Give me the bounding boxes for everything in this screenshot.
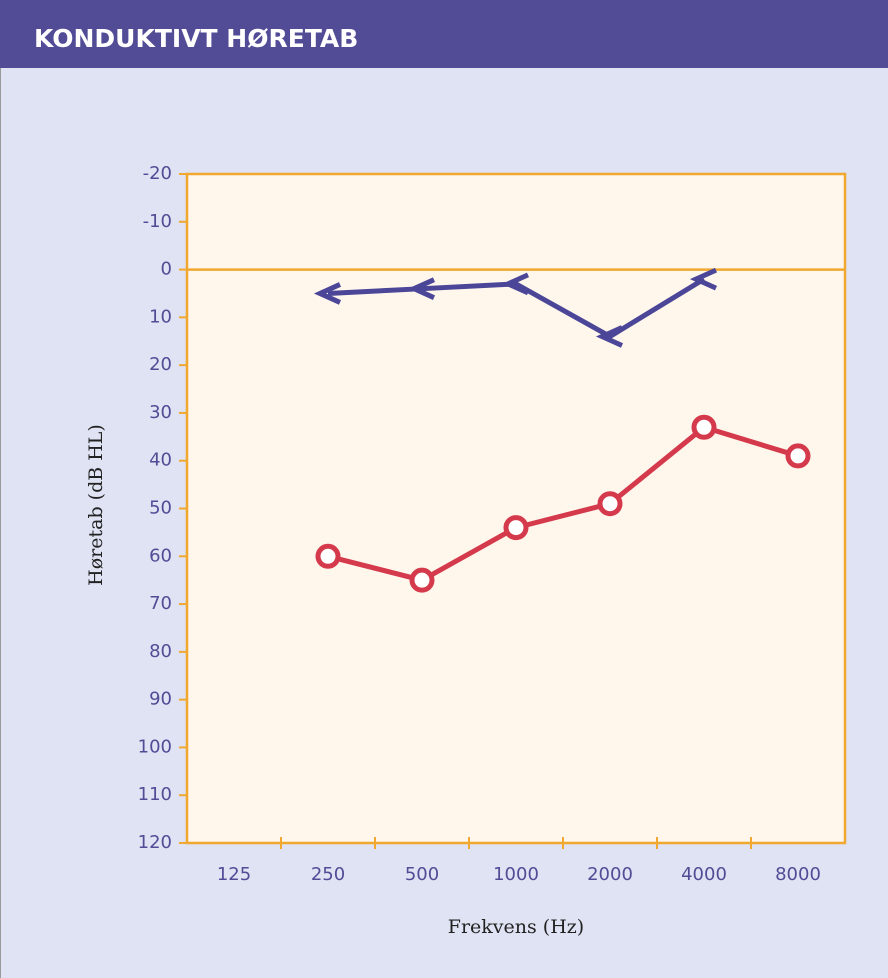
x-tick-label: 500 bbox=[405, 864, 439, 885]
y-tick-label: -10 bbox=[143, 211, 172, 232]
y-tick-label: 90 bbox=[149, 689, 172, 710]
plot-area bbox=[185, 172, 847, 845]
y-tick-label: 30 bbox=[149, 402, 172, 423]
page-border bbox=[0, 68, 1, 978]
x-tick-label: 250 bbox=[311, 864, 345, 885]
point bbox=[409, 567, 435, 593]
point bbox=[691, 414, 717, 440]
x-tick-label: 125 bbox=[217, 864, 251, 885]
y-tick-label: 60 bbox=[149, 545, 172, 566]
x-tick-label: 2000 bbox=[587, 864, 633, 885]
y-tick-label: 20 bbox=[149, 354, 172, 375]
header-bar bbox=[0, 0, 888, 68]
x-tick-label: 1000 bbox=[493, 864, 539, 885]
series-line bbox=[327, 276, 706, 339]
point bbox=[501, 272, 530, 296]
y-tick-label: 80 bbox=[149, 641, 172, 662]
point bbox=[785, 443, 811, 469]
series-line bbox=[327, 424, 799, 583]
point bbox=[597, 491, 623, 517]
x-tick-label: 8000 bbox=[775, 864, 821, 885]
chart-title: KONDUKTIVT HØRETAB bbox=[34, 24, 358, 53]
y-tick-label: 70 bbox=[149, 593, 172, 614]
y-tick-label: 0 bbox=[161, 259, 172, 280]
y-tick-label: 110 bbox=[138, 784, 172, 805]
y-tick-label: 10 bbox=[149, 306, 172, 327]
y-tick-label: 120 bbox=[138, 832, 172, 853]
y-axis-label: Høretab (dB HL) bbox=[85, 424, 107, 586]
x-tick-label: 4000 bbox=[681, 864, 727, 885]
x-axis-label: Frekvens (Hz) bbox=[448, 916, 584, 938]
point bbox=[595, 325, 624, 348]
y-tick-label: 100 bbox=[138, 736, 172, 757]
point bbox=[315, 543, 341, 569]
point bbox=[689, 267, 718, 291]
y-tick-label: -20 bbox=[143, 163, 172, 184]
y-tick-label: 40 bbox=[149, 450, 172, 471]
point bbox=[407, 277, 436, 300]
point bbox=[503, 515, 529, 541]
y-tick-label: 50 bbox=[149, 498, 172, 519]
point bbox=[313, 282, 342, 305]
